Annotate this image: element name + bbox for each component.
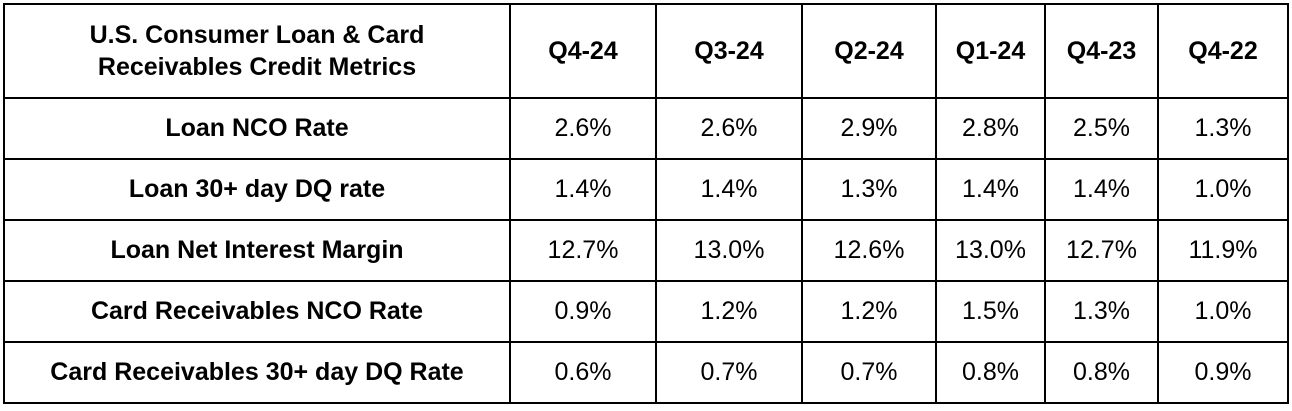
table-cell: 1.4% (935, 158, 1046, 221)
table-cell: 1.3% (1157, 97, 1289, 160)
table-cell: 1.4% (655, 158, 803, 221)
table-cell: 1.5% (935, 280, 1046, 343)
table-cell: 2.6% (655, 97, 803, 160)
table-cell: 1.2% (801, 280, 937, 343)
table-cell: 0.7% (655, 341, 803, 404)
column-header-q4-23: Q4-23 (1044, 3, 1159, 99)
row-label: Card Receivables 30+ day DQ Rate (3, 341, 511, 404)
table-cell: 1.4% (1044, 158, 1159, 221)
table-row: Card Receivables NCO Rate 0.9% 1.2% 1.2% 1.5… (3, 280, 1289, 343)
table-row: Loan NCO Rate 2.6% 2.6% 2.9% 2.8% 2.5% 1.3% (3, 97, 1289, 160)
table-cell: 1.3% (1044, 280, 1159, 343)
row-label: Loan Net Interest Margin (3, 219, 511, 282)
column-header-q4-22: Q4-22 (1157, 3, 1289, 99)
table-cell: 12.6% (801, 219, 937, 282)
table-row: Loan 30+ day DQ rate 1.4% 1.4% 1.3% 1.4% 1.4%… (3, 158, 1289, 221)
table-title: U.S. Consumer Loan & Card Receivables Cr… (3, 3, 511, 99)
column-header-q1-24: Q1-24 (935, 3, 1046, 99)
column-header-q2-24: Q2-24 (801, 3, 937, 99)
table-cell: 13.0% (655, 219, 803, 282)
table-cell: 1.0% (1157, 280, 1289, 343)
table-body: Loan NCO Rate 2.6% 2.6% 2.9% 2.8% 2.5% 1.3% Loa… (3, 97, 1289, 404)
table-cell: 1.2% (655, 280, 803, 343)
row-label: Loan NCO Rate (3, 97, 511, 160)
table-cell: 12.7% (1044, 219, 1159, 282)
credit-metrics-table: U.S. Consumer Loan & Card Receivables Cr… (3, 3, 1289, 404)
table-cell: 0.6% (509, 341, 657, 404)
table-cell: 0.9% (1157, 341, 1289, 404)
table-cell: 2.8% (935, 97, 1046, 160)
table-cell: 0.8% (935, 341, 1046, 404)
table-row: Card Receivables 30+ day DQ Rate 0.6% 0.7%… (3, 341, 1289, 404)
table-cell: 13.0% (935, 219, 1046, 282)
table-cell: 0.7% (801, 341, 937, 404)
table-cell: 12.7% (509, 219, 657, 282)
table-cell: 0.8% (1044, 341, 1159, 404)
table-cell: 1.3% (801, 158, 937, 221)
row-label: Card Receivables NCO Rate (3, 280, 511, 343)
column-header-q4-24: Q4-24 (509, 3, 657, 99)
table-cell: 1.0% (1157, 158, 1289, 221)
table-cell: 2.6% (509, 97, 657, 160)
table-row: Loan Net Interest Margin 12.7% 13.0% 12.6% 1… (3, 219, 1289, 282)
table-cell: 11.9% (1157, 219, 1289, 282)
header-row: U.S. Consumer Loan & Card Receivables Cr… (3, 3, 1289, 99)
table-cell: 2.9% (801, 97, 937, 160)
table-cell: 1.4% (509, 158, 657, 221)
table-cell: 0.9% (509, 280, 657, 343)
column-header-q3-24: Q3-24 (655, 3, 803, 99)
row-label: Loan 30+ day DQ rate (3, 158, 511, 221)
table-cell: 2.5% (1044, 97, 1159, 160)
